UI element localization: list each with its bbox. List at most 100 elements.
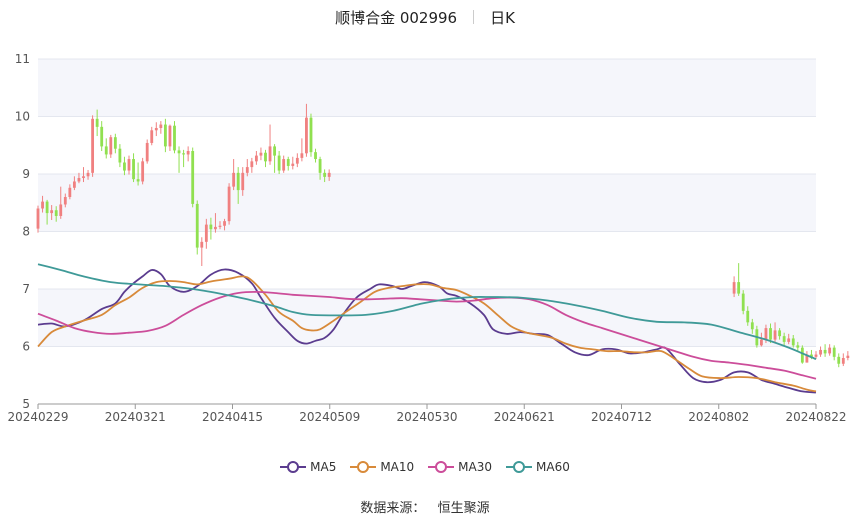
y-tick-label: 6 xyxy=(22,340,30,354)
candle-body xyxy=(305,117,308,154)
legend-item-ma30[interactable]: MA30 xyxy=(428,460,492,474)
candle-body xyxy=(100,126,104,147)
candle-body xyxy=(264,152,267,162)
candle-body xyxy=(173,125,176,151)
series-line-ma10 xyxy=(37,275,817,393)
y-tick-label: 11 xyxy=(15,52,30,66)
candle-body xyxy=(245,167,249,173)
candle-body xyxy=(104,146,108,155)
candle-body xyxy=(150,130,154,143)
candle-body xyxy=(846,355,850,358)
candle-body xyxy=(195,203,199,248)
legend-swatch-ma10 xyxy=(350,461,377,473)
candle-body xyxy=(136,179,140,182)
candle-body xyxy=(45,201,49,214)
legend-swatch-ma60 xyxy=(506,461,533,473)
candle-body xyxy=(764,328,768,340)
candle-body xyxy=(177,150,181,154)
x-tick-label: 20240621 xyxy=(494,410,555,424)
candle-body xyxy=(769,328,772,340)
y-tick-label: 5 xyxy=(22,397,30,411)
candle-body xyxy=(746,310,750,323)
candle-body xyxy=(773,330,777,340)
candle-body xyxy=(72,181,76,188)
legend-item-ma5[interactable]: MA5 xyxy=(280,460,336,474)
candle-body xyxy=(77,178,81,182)
candle-body xyxy=(814,354,818,357)
candle-body xyxy=(163,124,167,147)
candle-body xyxy=(250,161,254,168)
candle-body xyxy=(214,226,217,230)
candle-body xyxy=(300,153,304,158)
candle-body xyxy=(50,210,54,214)
candle-body xyxy=(805,354,809,363)
title-divider xyxy=(473,10,475,24)
series-line-ma60 xyxy=(37,263,817,360)
candle-body xyxy=(132,159,135,180)
chart-legend: MA5 MA10 MA30 MA60 xyxy=(0,458,850,476)
y-tick-label: 7 xyxy=(22,282,30,296)
candle-body xyxy=(268,146,272,162)
legend-item-ma60[interactable]: MA60 xyxy=(506,460,570,474)
candle-body xyxy=(232,172,236,187)
grid-band xyxy=(38,174,816,232)
candle-body xyxy=(159,124,163,128)
candle-body xyxy=(823,349,827,354)
candle-body xyxy=(86,172,90,177)
legend-label-ma60: MA60 xyxy=(536,460,570,474)
candle-body xyxy=(191,151,195,204)
candle-body xyxy=(318,159,322,173)
candle-body xyxy=(828,347,832,354)
candle-body xyxy=(282,159,286,171)
legend-item-ma10[interactable]: MA10 xyxy=(350,460,414,474)
source-label: 数据来源： xyxy=(360,501,426,516)
candle-body xyxy=(218,225,222,227)
candle-body xyxy=(223,221,226,226)
candle-body xyxy=(759,339,763,346)
candle-body xyxy=(91,118,95,173)
chart-title: 顺博合金 002996 日K xyxy=(0,6,850,28)
candle-body xyxy=(291,163,295,166)
candle-body xyxy=(154,128,158,131)
series-line-ma5 xyxy=(37,268,817,394)
candle-body xyxy=(141,161,145,182)
legend-label-ma10: MA10 xyxy=(380,460,415,474)
candle-body xyxy=(63,197,67,205)
x-tick-label: 20240229 xyxy=(7,410,68,424)
candle-body xyxy=(832,347,836,357)
legend-swatch-ma5 xyxy=(280,461,307,473)
x-tick-label: 20240802 xyxy=(688,410,749,424)
candle-body xyxy=(800,347,804,363)
x-tick-label: 20240509 xyxy=(299,410,360,424)
x-tick-label: 20240530 xyxy=(396,410,457,424)
candle-body xyxy=(309,117,313,153)
data-source: 数据来源： 恒生聚源 xyxy=(0,497,850,516)
candle-body xyxy=(259,152,263,156)
candle-body xyxy=(277,155,281,171)
candle-body xyxy=(273,146,276,156)
grid-band xyxy=(38,59,816,117)
candle-body xyxy=(118,148,122,163)
candle-body xyxy=(286,159,290,166)
candle-body xyxy=(82,176,85,179)
legend-swatch-ma30 xyxy=(428,461,455,473)
candle-body xyxy=(127,159,131,171)
candle-body xyxy=(732,282,736,294)
legend-label-ma30: MA30 xyxy=(458,460,493,474)
candle-body xyxy=(737,282,741,294)
candle-body xyxy=(782,336,786,342)
candle-body xyxy=(209,224,213,230)
candle-body xyxy=(741,293,745,311)
candle-body xyxy=(819,349,822,355)
grid-band xyxy=(38,289,816,347)
legend-label-ma5: MA5 xyxy=(310,460,337,474)
candle-body xyxy=(778,330,782,337)
candle-body xyxy=(796,345,800,348)
candle-body xyxy=(95,118,99,127)
candle-body xyxy=(841,358,845,364)
source-name: 恒生聚源 xyxy=(437,501,490,516)
candle-body xyxy=(59,204,63,216)
candle-body xyxy=(295,157,299,164)
stock-title: 顺博合金 002996 xyxy=(335,8,458,27)
